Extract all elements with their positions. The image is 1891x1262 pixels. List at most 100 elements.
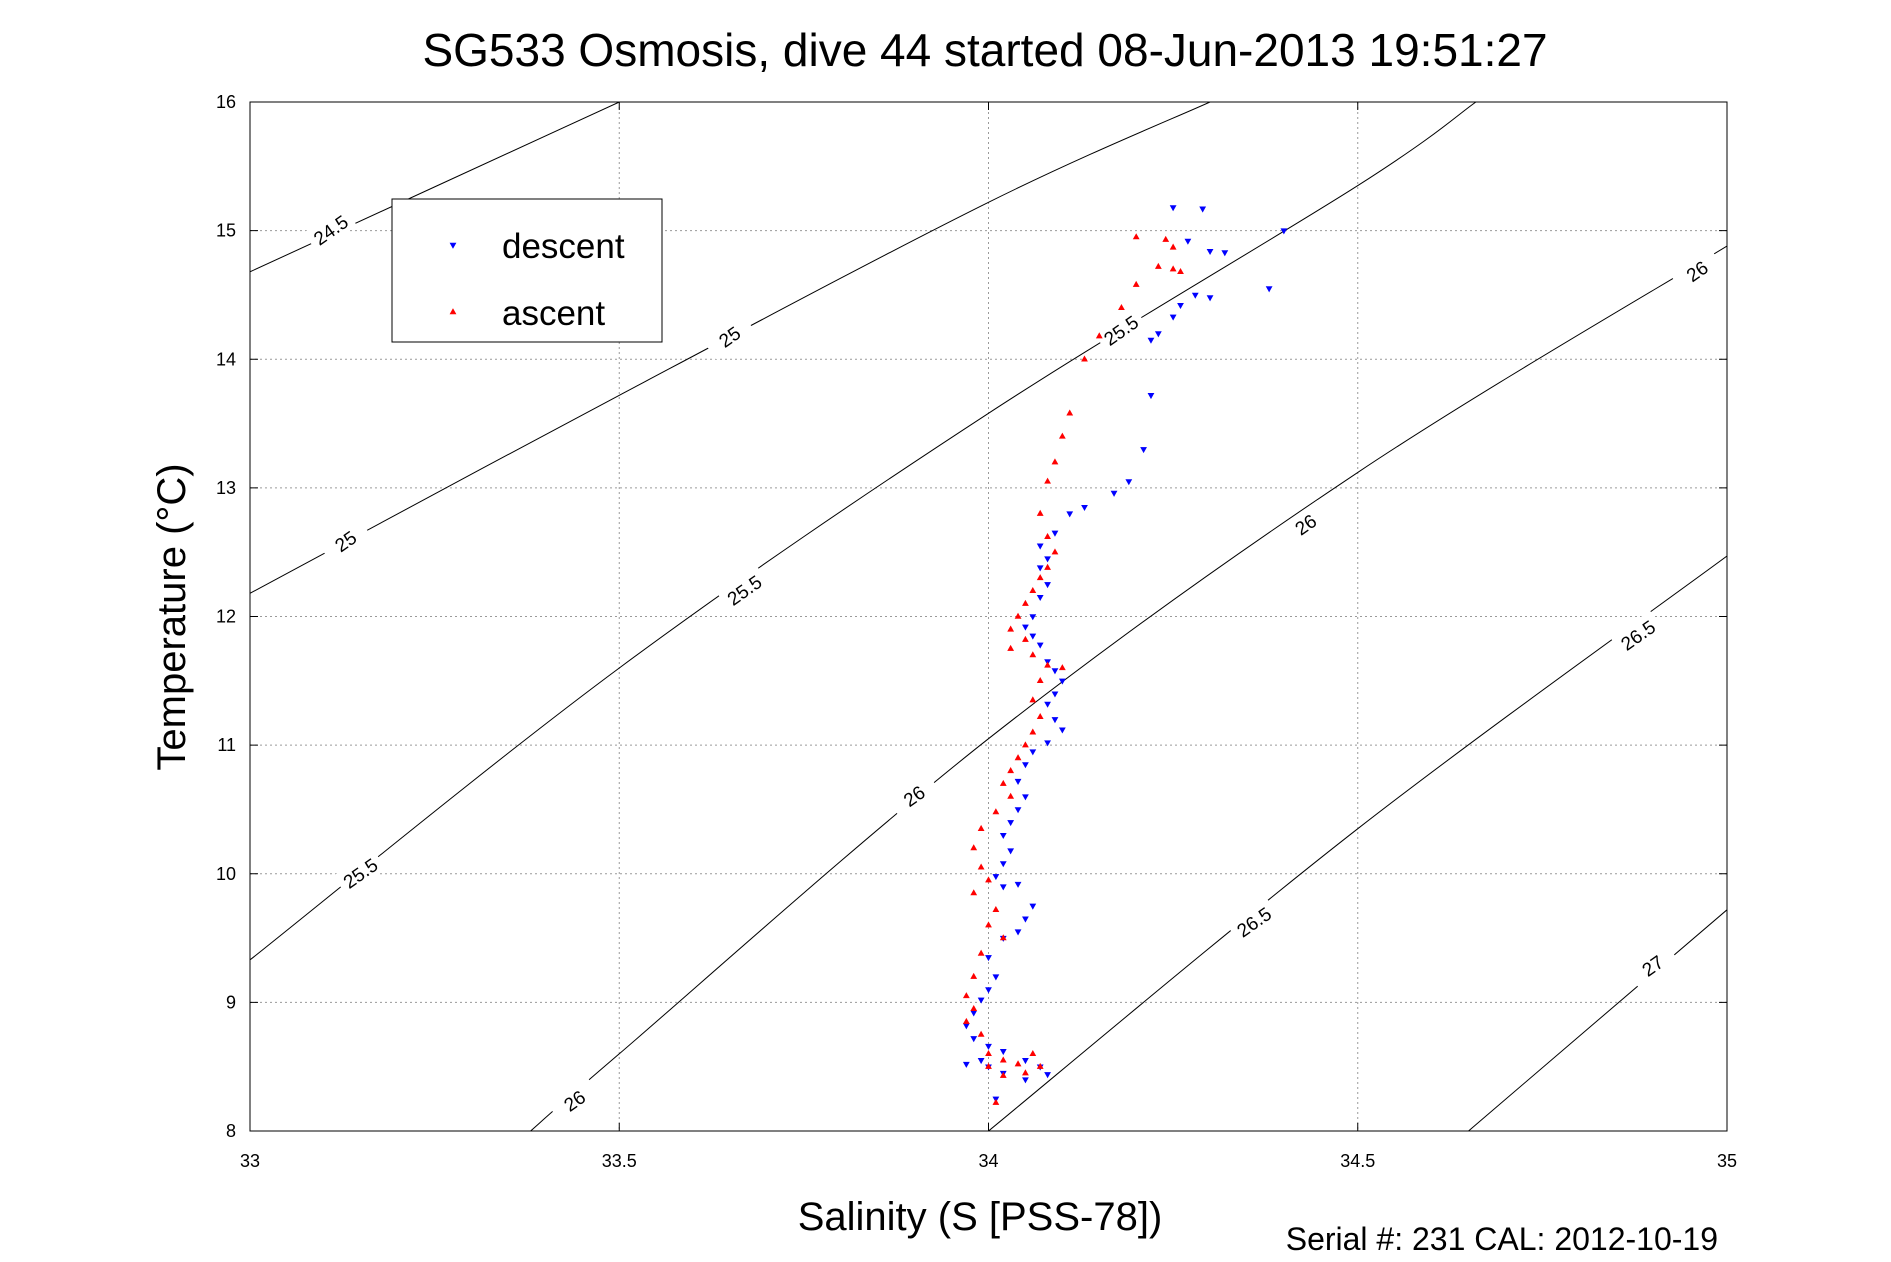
legend-marker-descent [449,242,457,249]
contour-label: 25 [318,516,372,564]
data-point-descent [1169,205,1177,212]
data-point-descent [1051,691,1059,698]
density-contour-26 [530,245,1727,1131]
data-point-ascent [970,889,978,896]
data-point-ascent [1154,262,1162,269]
contour-label-background [717,565,771,613]
legend-marker-ascent [449,308,457,315]
data-point-ascent [1058,432,1066,439]
data-point-ascent [1044,477,1051,484]
data-point-descent [1014,881,1022,888]
data-point-ascent [1177,267,1184,275]
data-point-descent [1029,614,1037,621]
contour-label: 25.5 [717,565,771,613]
data-point-ascent [1014,612,1022,619]
data-point-ascent [985,1050,992,1057]
y-tick-label: 8 [226,1121,236,1141]
data-point-ascent [1162,235,1170,242]
data-point-descent [1110,490,1118,497]
data-point-descent [1014,807,1022,814]
data-point-ascent [1022,635,1029,642]
series-descent [962,205,1288,1103]
data-point-ascent [1036,713,1044,720]
data-point-ascent [999,1056,1007,1063]
data-point-ascent [977,1030,985,1037]
x-tick-label: 34.5 [1340,1151,1375,1171]
contour-label: 27 [1625,941,1679,989]
data-point-ascent [1036,509,1044,516]
data-point-ascent [1051,548,1059,555]
data-point-descent [1014,778,1022,785]
data-point-ascent [1066,409,1074,416]
data-point-ascent [1132,280,1140,287]
data-point-descent [1147,337,1155,344]
data-point-ascent [1007,792,1015,799]
data-point-descent [1022,794,1029,801]
y-tick-label: 12 [216,607,236,627]
data-point-descent [1044,701,1051,708]
data-point-descent [1051,717,1059,724]
data-point-descent [1029,633,1037,640]
data-point-descent [1036,642,1044,649]
data-point-descent [1044,582,1051,589]
legend-box [391,198,663,343]
density-contour-27 [1468,909,1727,1131]
contour-label-background [1226,897,1280,945]
serial-cal-footer: Serial #: 231 CAL: 2012-10-19 [1286,1221,1718,1257]
contour-label: 26 [1669,246,1723,294]
chart-title: SG533 Osmosis, dive 44 started 08-Jun-20… [422,24,1547,76]
data-point-ascent [992,1098,1000,1105]
contour-label: 26.5 [1226,897,1280,945]
data-point-ascent [985,876,992,883]
data-point-ascent [985,921,992,928]
data-point-ascent [1029,1050,1037,1057]
data-point-ascent [977,949,985,956]
data-point-ascent [1014,1060,1022,1067]
data-point-descent [1044,1072,1051,1079]
data-point-ascent [970,972,978,979]
data-point-ascent [999,1071,1007,1078]
data-point-descent [1125,479,1133,486]
data-point-descent [999,884,1007,891]
data-point-descent [1022,762,1029,769]
contour-label-background [1610,610,1664,658]
x-tick-label: 33.5 [602,1151,637,1171]
contour-label: 26 [547,1076,601,1124]
contour-label: 26.5 [1610,610,1664,658]
data-point-descent [999,1049,1007,1056]
data-point-ascent [1044,661,1051,668]
data-point-descent [977,1058,985,1065]
data-point-descent [1265,286,1273,293]
contour-label: 24.5 [303,205,357,253]
data-point-descent [1051,530,1059,537]
data-point-descent [999,832,1007,839]
data-point-descent [970,1036,978,1043]
data-point-ascent [1029,651,1037,658]
data-point-descent [1022,916,1029,923]
data-point-descent [1022,1058,1029,1065]
legend: descent ascent [391,198,663,343]
contour-label-background [333,848,387,896]
contour-label: 25 [702,312,756,360]
y-axis-label: Temperature (°C) [150,463,194,770]
y-tick-label: 16 [216,92,236,112]
contour-label-background [1093,305,1147,353]
data-point-ascent [962,1017,970,1024]
data-point-ascent [1132,233,1140,240]
data-point-descent [992,974,1000,981]
data-point-descent [962,1061,970,1068]
data-point-descent [970,1010,978,1017]
contour-label: 26 [886,771,940,819]
data-point-descent [1007,848,1015,855]
legend-label-descent: descent [502,227,625,266]
data-point-descent [985,1043,992,1050]
data-point-ascent [1051,458,1059,465]
data-point-ascent [1095,332,1103,339]
data-point-ascent [1169,243,1177,250]
data-point-descent [977,997,985,1004]
y-tick-label: 10 [216,864,236,884]
data-point-descent [1014,929,1022,936]
data-point-descent [962,1023,970,1030]
data-point-ascent [962,992,970,999]
